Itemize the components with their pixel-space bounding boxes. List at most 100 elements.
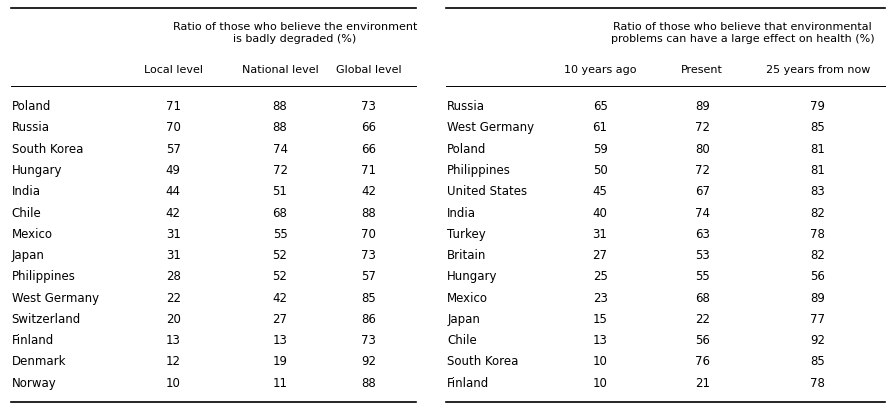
Text: 56: 56: [695, 334, 709, 347]
Text: 74: 74: [273, 143, 287, 156]
Text: 20: 20: [166, 313, 180, 326]
Text: 72: 72: [695, 164, 709, 177]
Text: 52: 52: [273, 249, 287, 262]
Text: Global level: Global level: [336, 65, 402, 75]
Text: 71: 71: [166, 100, 180, 113]
Text: 72: 72: [273, 164, 287, 177]
Text: 70: 70: [362, 228, 376, 241]
Text: 81: 81: [811, 164, 825, 177]
Text: 42: 42: [273, 292, 287, 305]
Text: 78: 78: [811, 377, 825, 390]
Text: 42: 42: [166, 207, 180, 220]
Text: 57: 57: [166, 143, 180, 156]
Text: 80: 80: [695, 143, 709, 156]
Text: 55: 55: [695, 270, 709, 283]
Text: 82: 82: [811, 207, 825, 220]
Text: Japan: Japan: [12, 249, 44, 262]
Text: 72: 72: [695, 121, 709, 135]
Text: 55: 55: [273, 228, 287, 241]
Text: 27: 27: [273, 313, 287, 326]
Text: 13: 13: [166, 334, 180, 347]
Text: 74: 74: [695, 207, 709, 220]
Text: 49: 49: [166, 164, 180, 177]
Text: West Germany: West Germany: [12, 292, 99, 305]
Text: 56: 56: [811, 270, 825, 283]
Text: 22: 22: [166, 292, 180, 305]
Text: 25 years from now: 25 years from now: [765, 65, 870, 75]
Text: 92: 92: [811, 334, 825, 347]
Text: Philippines: Philippines: [447, 164, 511, 177]
Text: 57: 57: [362, 270, 376, 283]
Text: Mexico: Mexico: [12, 228, 52, 241]
Text: 23: 23: [593, 292, 607, 305]
Text: Poland: Poland: [447, 143, 486, 156]
Text: 65: 65: [593, 100, 607, 113]
Text: 61: 61: [593, 121, 607, 135]
Text: Chile: Chile: [12, 207, 41, 220]
Text: 59: 59: [593, 143, 607, 156]
Text: 21: 21: [695, 377, 709, 390]
Text: 11: 11: [273, 377, 287, 390]
Text: Ratio of those who believe that environmental
problems can have a large effect o: Ratio of those who believe that environm…: [611, 22, 874, 44]
Text: India: India: [447, 207, 477, 220]
Text: 73: 73: [362, 100, 376, 113]
Text: 27: 27: [593, 249, 607, 262]
Text: 19: 19: [273, 355, 287, 369]
Text: 10: 10: [593, 377, 607, 390]
Text: Finland: Finland: [447, 377, 490, 390]
Text: 15: 15: [593, 313, 607, 326]
Text: 42: 42: [362, 185, 376, 198]
Text: Chile: Chile: [447, 334, 477, 347]
Text: India: India: [12, 185, 41, 198]
Text: 40: 40: [593, 207, 607, 220]
Text: 31: 31: [166, 228, 180, 241]
Text: 66: 66: [362, 143, 376, 156]
Text: 68: 68: [695, 292, 709, 305]
Text: 44: 44: [166, 185, 180, 198]
Text: 28: 28: [166, 270, 180, 283]
Text: 68: 68: [273, 207, 287, 220]
Text: 92: 92: [362, 355, 376, 369]
Text: 79: 79: [811, 100, 825, 113]
Text: 63: 63: [695, 228, 709, 241]
Text: 76: 76: [695, 355, 709, 369]
Text: South Korea: South Korea: [12, 143, 83, 156]
Text: South Korea: South Korea: [447, 355, 518, 369]
Text: Britain: Britain: [447, 249, 486, 262]
Text: 85: 85: [811, 355, 825, 369]
Text: Denmark: Denmark: [12, 355, 66, 369]
Text: 86: 86: [362, 313, 376, 326]
Text: 88: 88: [273, 100, 287, 113]
Text: Poland: Poland: [12, 100, 51, 113]
Text: Russia: Russia: [12, 121, 50, 135]
Text: 89: 89: [811, 292, 825, 305]
Text: 88: 88: [362, 377, 376, 390]
Text: Hungary: Hungary: [12, 164, 62, 177]
Text: National level: National level: [242, 65, 318, 75]
Text: Mexico: Mexico: [447, 292, 488, 305]
Text: Hungary: Hungary: [447, 270, 498, 283]
Text: 77: 77: [811, 313, 825, 326]
Text: 50: 50: [593, 164, 607, 177]
Text: 25: 25: [593, 270, 607, 283]
Text: Russia: Russia: [447, 100, 485, 113]
Text: 73: 73: [362, 249, 376, 262]
Text: 89: 89: [695, 100, 709, 113]
Text: 10 years ago: 10 years ago: [564, 65, 637, 75]
Text: 22: 22: [695, 313, 709, 326]
Text: 83: 83: [811, 185, 825, 198]
Text: 85: 85: [362, 292, 376, 305]
Text: 45: 45: [593, 185, 607, 198]
Text: 51: 51: [273, 185, 287, 198]
Text: 78: 78: [811, 228, 825, 241]
Text: 31: 31: [593, 228, 607, 241]
Text: Norway: Norway: [12, 377, 56, 390]
Text: Finland: Finland: [12, 334, 54, 347]
Text: 10: 10: [593, 355, 607, 369]
Text: United States: United States: [447, 185, 527, 198]
Text: 73: 73: [362, 334, 376, 347]
Text: 13: 13: [273, 334, 287, 347]
Text: Local level: Local level: [144, 65, 203, 75]
Text: Present: Present: [681, 65, 724, 75]
Text: Turkey: Turkey: [447, 228, 486, 241]
